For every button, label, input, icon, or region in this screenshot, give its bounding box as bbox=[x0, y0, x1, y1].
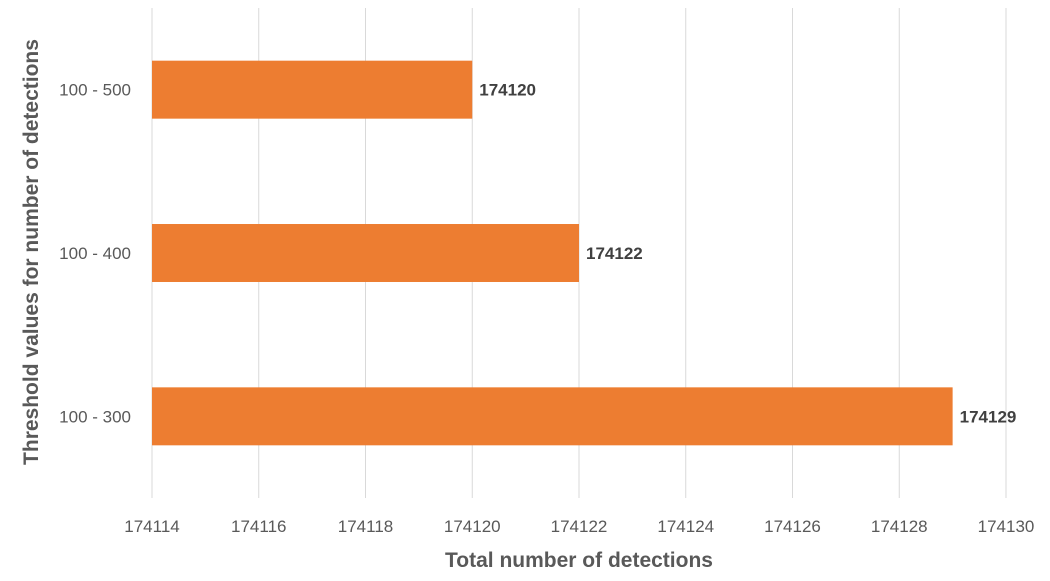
x-tick-label: 174116 bbox=[231, 517, 286, 536]
x-tick-label: 174130 bbox=[978, 517, 1035, 536]
x-tick-labels: 174114 174116 174118 174120 174122 174124 1741… bbox=[124, 517, 1034, 536]
x-tick-label: 174114 bbox=[124, 517, 179, 536]
x-tick-label: 174126 bbox=[764, 517, 821, 536]
x-tick-label: 174124 bbox=[657, 517, 714, 536]
category-labels: 100 - 500 100 - 400 100 - 300 bbox=[59, 81, 131, 427]
x-axis-title: Total number of detections bbox=[445, 549, 713, 572]
category-label: 100 - 400 bbox=[59, 244, 131, 263]
x-tick-label: 174120 bbox=[444, 517, 501, 536]
bar bbox=[152, 387, 953, 446]
y-axis-title: Threshold values for number of detection… bbox=[20, 39, 43, 465]
bar bbox=[152, 224, 579, 282]
data-label: 174122 bbox=[586, 244, 643, 263]
category-label: 100 - 300 bbox=[59, 407, 131, 426]
x-tick-label: 174128 bbox=[871, 517, 928, 536]
category-label: 100 - 500 bbox=[59, 81, 131, 100]
data-label: 174129 bbox=[960, 407, 1017, 426]
bar bbox=[152, 60, 473, 119]
x-tick-label: 174122 bbox=[551, 517, 608, 536]
data-labels: 174120 174122 174129 bbox=[479, 81, 1016, 427]
x-tick-label: 174118 bbox=[338, 517, 393, 536]
bars bbox=[152, 60, 953, 446]
data-label: 174120 bbox=[479, 81, 536, 100]
